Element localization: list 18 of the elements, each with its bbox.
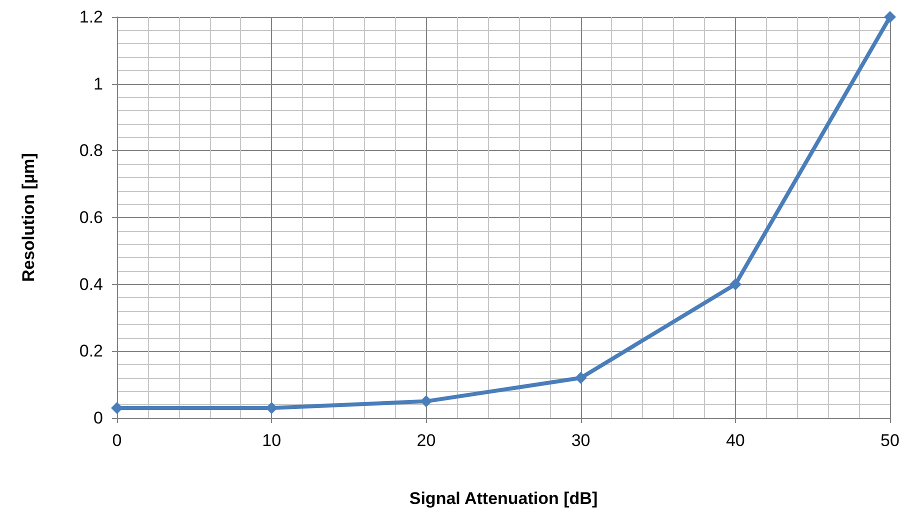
y-axis-title: Resolution [µm]: [19, 153, 38, 282]
x-tick-label: 30: [571, 431, 590, 450]
x-tick-label: 10: [262, 431, 282, 450]
y-tick-label: 1: [94, 74, 103, 94]
x-tick-label: 40: [726, 431, 745, 450]
y-tick-label: 0.8: [79, 141, 103, 160]
point: [574, 372, 587, 384]
x-tick-label: 20: [416, 431, 436, 450]
y-tick-label: 0.2: [79, 342, 103, 361]
y-tick-label: 0.6: [79, 208, 103, 227]
x-axis-title: Signal Attenuation [dB]: [409, 489, 598, 508]
y-tick-label: 0.4: [79, 274, 103, 294]
point: [884, 11, 896, 23]
x-tick-label: 0: [112, 431, 122, 450]
y-tick-label: 0: [94, 408, 103, 428]
point: [729, 278, 742, 290]
y-tick-label: 1.2: [79, 8, 103, 26]
x-tick-label: 50: [880, 431, 900, 450]
